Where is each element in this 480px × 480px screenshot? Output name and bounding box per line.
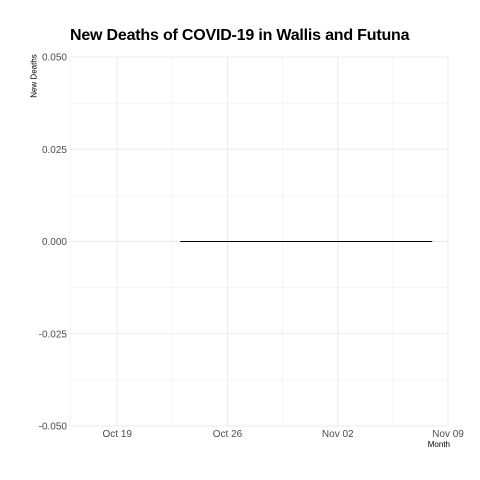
- chart-title: New Deaths of COVID-19 in Wallis and Fut…: [70, 27, 410, 44]
- y-tick-label: 0.025: [42, 145, 67, 156]
- x-tick-label: Oct 19: [103, 429, 133, 440]
- y-tick-labels: -0.050 -0.025 0.000 0.025 0.050: [39, 53, 68, 433]
- y-tick-label: -0.025: [39, 329, 68, 340]
- y-tick-label: 0.000: [42, 237, 67, 248]
- x-axis-label: Month: [427, 440, 450, 449]
- x-tick-labels: Oct 19 Oct 26 Nov 02 Nov 09: [103, 429, 465, 440]
- x-tick-label: Nov 02: [322, 429, 354, 440]
- y-tick-label: -0.050: [39, 422, 68, 433]
- x-tick-label: Nov 09: [432, 429, 464, 440]
- y-tick-label: 0.050: [42, 53, 67, 64]
- x-tick-label: Oct 26: [213, 429, 243, 440]
